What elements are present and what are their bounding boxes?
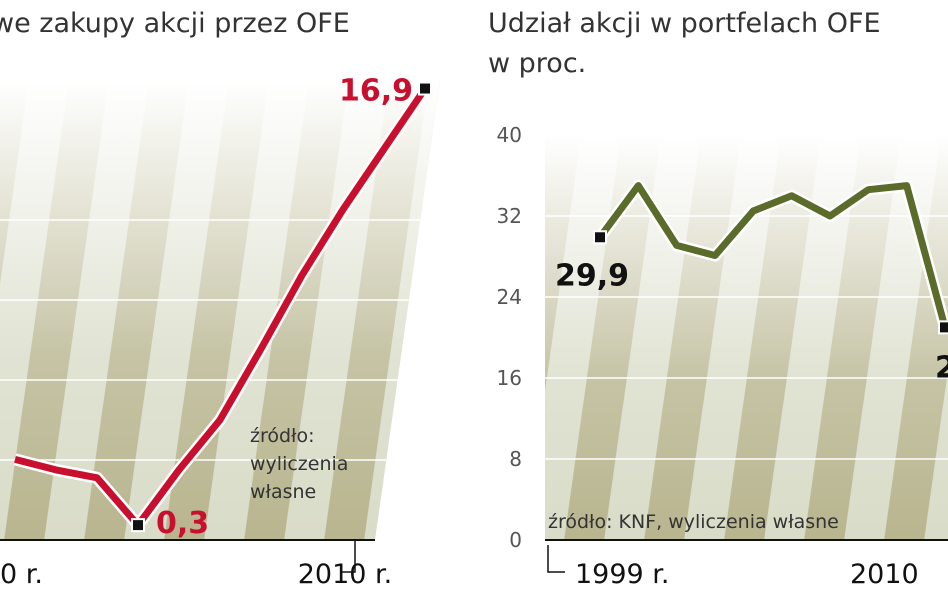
y-tick-label: 8 (509, 447, 522, 471)
point-marker (938, 320, 948, 335)
value-label: 29,9 (555, 258, 629, 293)
plot-fade (545, 135, 948, 540)
x-tick-label: 2010 r. (298, 559, 393, 590)
value-label: 0,3 (156, 506, 209, 541)
y-tick-label: 16 (497, 366, 522, 390)
x-tick-label: 0 r. (0, 559, 43, 590)
source: źródło: wyliczenia własne (250, 425, 348, 503)
x-tick-label: 2010 (850, 559, 919, 590)
y-tick-label: 32 (497, 204, 522, 228)
point-marker (131, 518, 145, 533)
y-tick-label: 0 (509, 528, 522, 552)
source: źródło: KNF, wyliczenia własne (548, 511, 839, 533)
y-tick-label: 24 (497, 285, 522, 309)
chart-title: we zakupy akcji przez OFE (0, 8, 350, 39)
leader (340, 540, 356, 573)
y-tick-label: 40 (497, 123, 522, 147)
value-label: 16,9 (339, 74, 413, 109)
point-marker (593, 230, 607, 245)
data-line (14, 86, 428, 529)
chart-title: Udział akcji w portfelach OFE w proc. (488, 8, 881, 79)
x-tick-label: 1999 r. (575, 559, 670, 590)
leader (547, 545, 565, 573)
data-line (597, 182, 948, 329)
plot-fade (0, 80, 440, 540)
point-marker (418, 81, 432, 96)
value-label: 21 (935, 350, 948, 385)
